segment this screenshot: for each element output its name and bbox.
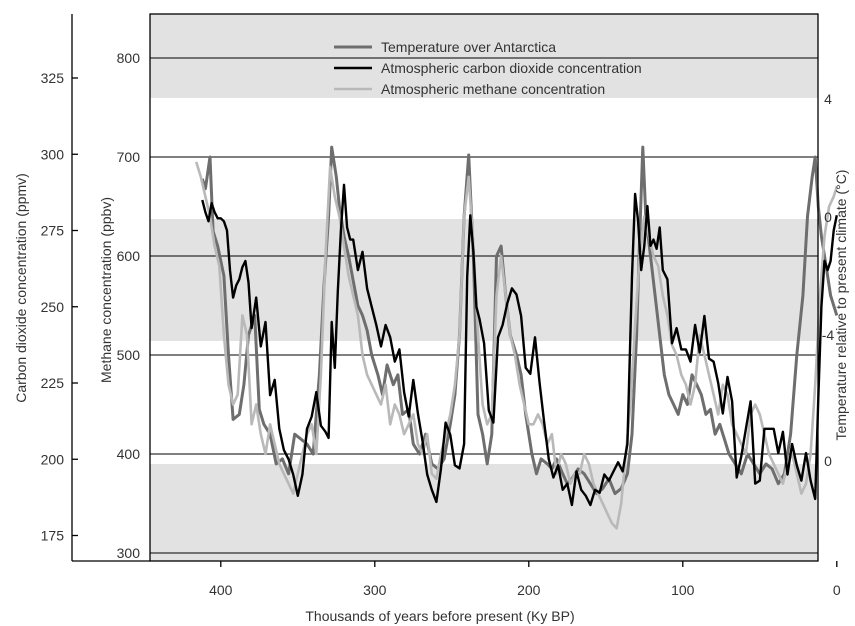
methane-tick-label: 400 — [117, 446, 141, 462]
co2-tick-label: 200 — [41, 451, 65, 467]
x-tick-label: 400 — [209, 582, 233, 598]
x-tick-label: 200 — [517, 582, 541, 598]
methane-axis-title: Methane concentration (ppbv) — [98, 197, 114, 383]
legend-label: Temperature over Antarctica — [381, 39, 556, 55]
co2-axis-title: Carbon dioxide concentration (ppmv) — [13, 173, 29, 403]
shaded-band — [150, 464, 818, 561]
plot-border — [149, 13, 819, 562]
background-bands — [150, 14, 818, 561]
co2-tick-label: 225 — [41, 375, 65, 391]
co2-tick-label: 325 — [41, 70, 65, 86]
temperature-tick-label: 0 — [824, 453, 832, 469]
shaded-band — [150, 219, 818, 341]
series-lines — [194, 145, 839, 530]
methane-tick-label: 700 — [117, 149, 141, 165]
methane-tick-label: 600 — [117, 248, 141, 264]
temperature-tick-label: -4 — [822, 327, 835, 343]
co2-tick-label: 300 — [41, 146, 65, 162]
legend-label: Atmospheric methane concentration — [381, 81, 605, 97]
temperature-tick-label: 4 — [824, 91, 832, 107]
legend-label: Atmospheric carbon dioxide concentration — [381, 60, 642, 76]
tick-labels: 400 300 200 100 0325300275250225200175800700… — [41, 50, 841, 598]
methane-tick-label: 300 — [117, 545, 141, 561]
methane-tick-label: 500 — [117, 347, 141, 363]
temperature-axis-title: Temperature relative to present climate … — [833, 170, 849, 441]
co2-tick-label: 175 — [41, 528, 65, 544]
x-tick-label: 100 — [671, 582, 695, 598]
methane-tick-label: 800 — [117, 50, 141, 66]
shaded-band — [150, 14, 818, 98]
legend: Temperature over Antarctica Atmospheric c… — [334, 39, 642, 97]
temperature-tick-label: 0 — [824, 209, 832, 225]
x-tick-label: 300 — [363, 582, 387, 598]
x-axis-title: Thousands of years before present (Ky BP… — [305, 608, 574, 624]
co2-line — [201, 183, 838, 507]
co2-tick-label: 275 — [41, 223, 65, 239]
plot-frame — [71, 13, 819, 562]
co2-tick-label: 250 — [41, 299, 65, 315]
x-tick-label: 0 — [833, 582, 841, 598]
methane-line — [194, 161, 839, 530]
